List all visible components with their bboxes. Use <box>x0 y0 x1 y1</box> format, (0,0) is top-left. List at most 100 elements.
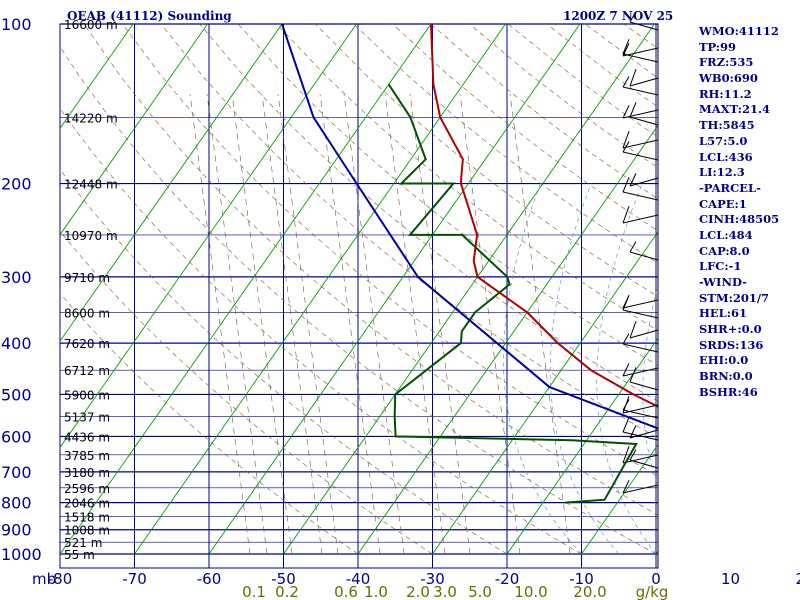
dry-adiabat <box>83 24 658 516</box>
wind-barb <box>629 251 659 261</box>
mixing-ratio-line <box>189 93 251 555</box>
dry-adiabat <box>60 107 582 555</box>
isotherm <box>506 337 658 555</box>
temperature-tick-label: -50 <box>271 570 296 588</box>
isotherms <box>60 24 658 555</box>
wind-barb <box>629 329 659 339</box>
wind-barb <box>622 191 659 201</box>
height-label: 2046 m <box>64 497 110 511</box>
temperature-line <box>430 24 658 408</box>
parameter-item: L57:5.0 <box>699 133 748 148</box>
mixing-ratio-label: 1.0 <box>364 583 388 600</box>
wind-barb-feather <box>629 11 637 23</box>
height-label: 55 m <box>64 548 95 562</box>
temperature-tick-label: -10 <box>569 570 594 588</box>
temperature-tick-label: -20 <box>495 570 520 588</box>
moist-adiabat <box>778 184 800 555</box>
mixing-ratio-line <box>231 93 293 555</box>
height-label: 3180 m <box>64 466 110 480</box>
dry-adiabat <box>122 24 658 477</box>
wind-barb-feather <box>629 321 637 339</box>
isotherm <box>60 24 283 342</box>
parameter-item: TH:5845 <box>699 118 755 133</box>
height-label: 7620 m <box>64 337 110 351</box>
wind-barb <box>622 53 659 63</box>
dry-adiabat <box>60 230 433 555</box>
height-label: 1518 m <box>64 511 110 525</box>
height-label: 521 m <box>64 536 102 550</box>
temperature-tick-label: 20 <box>795 570 800 588</box>
pressure-tick-label: 400 <box>1 334 32 353</box>
height-label: 16600 m <box>64 18 118 32</box>
parameter-item: BRN:0.0 <box>699 369 753 384</box>
height-label: 1008 m <box>64 524 110 538</box>
mixing-ratio-label: 0.6 <box>334 583 358 600</box>
temperature-tick-label: -40 <box>346 570 371 588</box>
pressure-tick-label: 800 <box>1 494 32 513</box>
parameter-item: LI:12.3 <box>699 165 745 180</box>
temperature-tick-label: -70 <box>122 570 147 588</box>
wind-barb-feather <box>622 295 630 311</box>
height-label: 9710 m <box>64 271 110 285</box>
isotherm <box>134 24 506 555</box>
parameter-item: CAP:8.0 <box>699 243 750 258</box>
isotherm <box>208 24 581 555</box>
parameter-item: CAPE:1 <box>699 196 747 211</box>
height-label: 3785 m <box>64 449 110 463</box>
wind-barb <box>622 431 659 441</box>
isotherm <box>60 24 432 555</box>
parameter-item: BSHR:46 <box>699 384 758 399</box>
wind-barb-feather <box>622 105 630 119</box>
temperature-tick-label: -80 <box>48 570 73 588</box>
mixing-ratio-label: 0.2 <box>275 583 299 600</box>
height-label: 5137 m <box>64 410 110 424</box>
temperature-tick-label: 10 <box>721 570 740 588</box>
parameter-item: TP:99 <box>699 39 737 54</box>
mixing-ratio-lines <box>189 93 571 555</box>
wind-barb-feather <box>629 425 637 439</box>
wind-barb-feather <box>622 141 630 153</box>
wind-barb <box>629 21 659 31</box>
parameter-item: -PARCEL- <box>699 180 761 195</box>
moist-adiabat <box>596 183 657 555</box>
parameter-item: EHI:0.0 <box>699 353 749 368</box>
mixing-ratio-label: 0.1 <box>242 583 266 600</box>
mixing-ratio-label: g/kg <box>636 583 669 600</box>
wind-barb <box>622 404 659 414</box>
station-title: OEAB (41112) Sounding <box>67 9 232 23</box>
mixing-ratio-line <box>343 93 405 555</box>
wind-barb-feather <box>629 449 637 461</box>
parcel-line <box>281 24 658 430</box>
wind-barb-feather <box>622 399 630 411</box>
parameter-item: LCL:436 <box>699 149 753 164</box>
pressure-tick-label: 500 <box>1 385 32 404</box>
wind-barb <box>629 381 659 391</box>
parameter-item: CINH:48505 <box>699 212 780 227</box>
mixing-ratio-label: 3.0 <box>433 583 457 600</box>
height-label: 5900 m <box>64 388 110 402</box>
dewpoint-line <box>387 83 638 504</box>
height-label: 10970 m <box>64 229 118 243</box>
wind-barb-feather <box>622 177 630 193</box>
grid <box>59 23 800 569</box>
wind-barb <box>622 47 659 57</box>
pressure-tick-label: 1000 <box>1 545 42 564</box>
mixing-ratio-line <box>319 93 381 555</box>
parameter-list: WMO:41112 TP:99 FRZ:535 WB0:690 RH:11.2 MAXT:… <box>699 24 779 401</box>
mixing-ratio-line <box>384 93 446 555</box>
wind-barb-feather <box>629 102 637 118</box>
moist-adiabat <box>549 183 620 555</box>
height-label: 12448 m <box>64 178 118 192</box>
parameter-item: WB0:690 <box>699 71 758 86</box>
wind-barb <box>629 177 659 187</box>
height-label: 2596 m <box>64 482 110 496</box>
mixing-ratio-line <box>459 93 521 555</box>
pressure-tick-label: 100 <box>1 15 32 34</box>
moist-adiabat <box>503 183 582 555</box>
wind-barb <box>622 151 659 161</box>
wind-barb-feather <box>622 76 630 88</box>
wind-barb <box>622 309 659 319</box>
mixing-ratio-line <box>409 93 471 555</box>
wind-barb <box>629 459 659 469</box>
